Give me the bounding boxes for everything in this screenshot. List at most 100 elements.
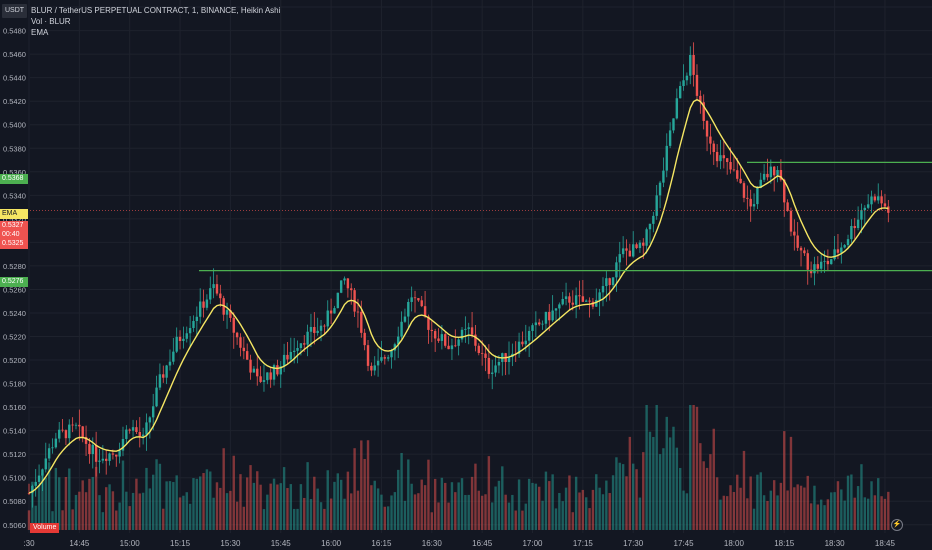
- volume-bar: [427, 459, 430, 530]
- volume-legend[interactable]: Vol · BLUR: [31, 17, 71, 26]
- volume-bar: [675, 447, 679, 530]
- symbol-badge[interactable]: USDT: [2, 4, 27, 18]
- time-tick-label: 17:45: [674, 539, 695, 548]
- countdown-tag: 00:40: [0, 230, 28, 240]
- volume-bar: [151, 474, 155, 530]
- volume-bar: [88, 478, 91, 530]
- candle-body: [608, 278, 611, 286]
- volume-bar: [762, 495, 766, 530]
- time-tick-label: 15:15: [170, 539, 191, 548]
- candle-body: [756, 187, 759, 205]
- candles: [27, 42, 890, 508]
- candle-body: [386, 357, 390, 359]
- price-axis[interactable]: 0.55000.54800.54600.54400.54200.54000.53…: [3, 3, 26, 530]
- candle-body: [769, 166, 773, 178]
- volume-bar: [44, 477, 47, 530]
- volume-bar: [212, 497, 215, 530]
- last-price-tag: 0.5327: [0, 221, 28, 231]
- volume-bar: [608, 493, 611, 530]
- volume-bar: [642, 452, 645, 530]
- chart-title[interactable]: BLUR / TetherUS PERPETUAL CONTRACT, 1, B…: [31, 6, 281, 15]
- candle-body: [672, 118, 675, 131]
- candle-body: [256, 368, 259, 377]
- ema-legend[interactable]: EMA: [31, 28, 49, 37]
- candle-body: [662, 170, 665, 183]
- candle-body: [702, 102, 705, 121]
- volume-bar: [366, 440, 370, 530]
- candle-body: [101, 458, 105, 461]
- candle-body: [286, 354, 289, 360]
- volume-bar: [397, 469, 400, 530]
- price-tick-label: 0.5400: [3, 121, 26, 130]
- volume-bar: [541, 500, 544, 530]
- candle-body: [242, 347, 246, 352]
- volume-bar: [564, 487, 568, 530]
- volume-bar: [350, 493, 353, 530]
- volume-bar: [776, 495, 779, 530]
- candle-body: [880, 196, 883, 204]
- candle-body: [873, 196, 877, 201]
- volume-bar: [172, 482, 175, 530]
- volume-bar: [507, 502, 511, 530]
- volume-bar: [598, 487, 601, 530]
- candle-body: [585, 300, 588, 302]
- candle-body: [225, 310, 229, 315]
- candle-body: [346, 278, 350, 289]
- time-tick-label: 17:15: [573, 539, 594, 548]
- volume-bar: [581, 489, 585, 530]
- candle-body: [877, 196, 880, 201]
- volume-bar: [746, 498, 749, 530]
- candle-body: [655, 195, 658, 216]
- time-tick-label: 17:30: [623, 539, 644, 548]
- volume-bar: [531, 482, 534, 530]
- time-tick-label: 16:15: [371, 539, 392, 548]
- volume-bar: [756, 474, 759, 530]
- volume-bar: [145, 467, 148, 530]
- volume-bar: [809, 503, 813, 530]
- volume-bar: [551, 474, 554, 530]
- volume-bar: [447, 502, 450, 530]
- candle-body: [470, 327, 474, 335]
- volume-bar: [678, 467, 682, 530]
- candle-body: [618, 254, 621, 263]
- volume-bar: [863, 497, 867, 530]
- volume-bar: [628, 436, 632, 530]
- volume-label: Volume: [30, 523, 60, 533]
- time-axis[interactable]: :30 14:45 15:00 15:15 15:30 15:45 16:00 16:15 16…: [23, 539, 895, 548]
- candle-body: [249, 359, 252, 373]
- candle-body: [222, 298, 225, 315]
- candle-body: [111, 453, 115, 455]
- candle-body: [853, 225, 856, 229]
- volume-bar: [826, 499, 830, 530]
- candle-body: [793, 231, 796, 236]
- volume-bar: [370, 485, 373, 530]
- volume-bar: [632, 463, 635, 530]
- candle-body: [551, 310, 554, 321]
- time-tick-label: 18:45: [875, 539, 896, 548]
- candle-body: [497, 361, 501, 366]
- volume-bar: [853, 497, 856, 530]
- price-tick-label: 0.5280: [3, 262, 26, 271]
- candle-body: [383, 357, 387, 359]
- volume-bar: [239, 474, 242, 530]
- volume-bar: [638, 497, 642, 530]
- ema-path: [28, 98, 889, 494]
- candle-body: [61, 429, 64, 431]
- volume-bar: [578, 492, 581, 530]
- volume-bar: [830, 492, 833, 530]
- volume-bar: [571, 512, 574, 530]
- candle-body: [84, 436, 88, 444]
- candle-body: [427, 316, 430, 330]
- candle-body: [292, 350, 296, 352]
- horizontal-levels[interactable]: [30, 161, 932, 272]
- volume-bar: [135, 478, 138, 530]
- candle-body: [715, 151, 719, 162]
- candle-body: [135, 427, 138, 433]
- volume-bar: [846, 475, 850, 530]
- volume-bar: [739, 487, 742, 530]
- candle-body: [695, 74, 699, 96]
- volume-bar: [474, 463, 477, 530]
- candle-body: [712, 143, 715, 152]
- lightning-icon[interactable]: ⚡: [891, 519, 903, 531]
